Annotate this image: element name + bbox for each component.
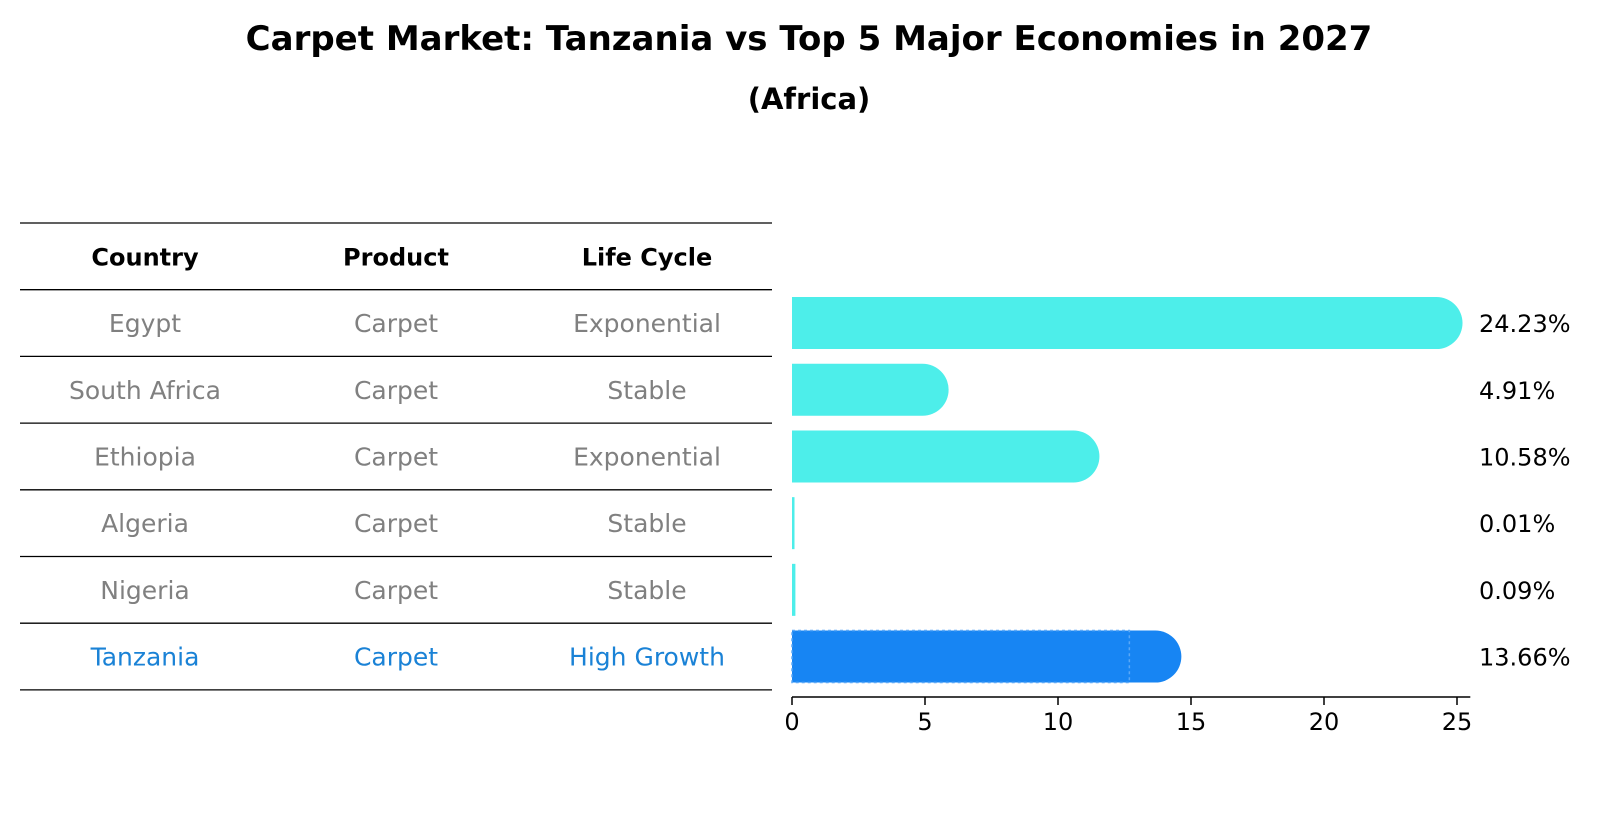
chart-title: Carpet Market: Tanzania vs Top 5 Major E…	[246, 19, 1373, 59]
table-cell: Stable	[607, 376, 686, 405]
table-cell: Carpet	[354, 509, 438, 538]
x-tick-label: 25	[1442, 708, 1473, 736]
table-cell: High Growth	[569, 643, 725, 672]
x-axis: 0 5 10 15 20 25	[784, 696, 1473, 736]
table-cell: Carpet	[354, 442, 438, 471]
table-cell: Carpet	[354, 376, 438, 405]
bars	[791, 297, 1463, 684]
value-label: 24.23%	[1479, 310, 1571, 338]
value-label: 10.58%	[1479, 443, 1571, 471]
data-table: Country Product Life Cycle Egypt Carpet Expon…	[20, 222, 772, 691]
bar-highlight-outline	[791, 629, 1131, 684]
table-cell: Algeria	[101, 509, 189, 538]
table-cell: South Africa	[69, 376, 221, 405]
value-label: 13.66%	[1479, 644, 1571, 672]
table-header-cell: Product	[343, 243, 449, 271]
value-labels: 24.23% 4.91% 10.58% 0.01% 0.09% 13.66%	[1479, 310, 1571, 672]
table-header-cell: Country	[91, 243, 199, 271]
value-label: 0.01%	[1479, 510, 1555, 538]
chart-subtitle: (Africa)	[748, 82, 871, 116]
table-cell: Carpet	[354, 643, 438, 672]
x-tick-label: 20	[1309, 708, 1340, 736]
bar-nigeria	[792, 563, 796, 616]
table-cell: Carpet	[354, 576, 438, 605]
bar-south-africa	[792, 363, 949, 416]
table-cell: Nigeria	[100, 576, 189, 605]
table-cell: Stable	[607, 576, 686, 605]
table-cell: Ethiopia	[94, 442, 196, 471]
bar-algeria	[792, 497, 795, 550]
x-tick-label: 15	[1176, 708, 1207, 736]
table-cell: Stable	[607, 509, 686, 538]
value-label: 4.91%	[1479, 377, 1555, 405]
x-tick-label: 0	[784, 708, 799, 736]
x-tick-label: 5	[917, 708, 932, 736]
bar-ethiopia	[792, 430, 1100, 483]
value-label: 0.09%	[1479, 577, 1555, 605]
table-cell: Exponential	[573, 442, 721, 471]
table-header-cell: Life Cycle	[582, 243, 713, 271]
bar-tanzania	[792, 630, 1182, 683]
x-tick-label: 10	[1043, 708, 1074, 736]
bar-egypt	[792, 297, 1463, 350]
table-cell: Egypt	[109, 309, 181, 338]
table-cell: Carpet	[354, 309, 438, 338]
table-cell: Tanzania	[90, 643, 200, 672]
table-cell: Exponential	[573, 309, 721, 338]
